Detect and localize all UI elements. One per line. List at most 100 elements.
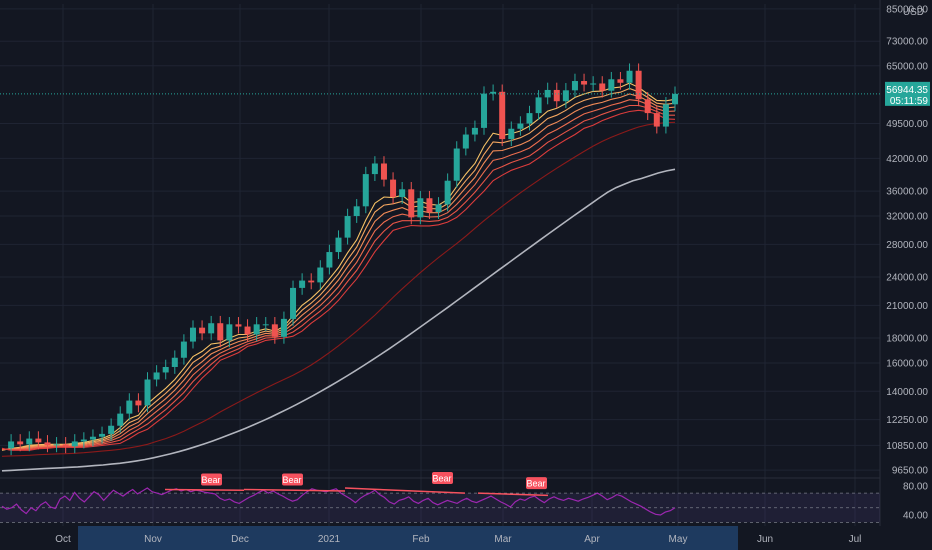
ma-line-1 xyxy=(1,87,676,451)
moving-average-ribbon xyxy=(1,82,676,472)
candle-body xyxy=(380,163,387,180)
candle-body xyxy=(653,113,660,127)
candle-body xyxy=(390,179,397,198)
time-tick-label: May xyxy=(669,534,688,545)
candle-body xyxy=(99,433,106,437)
bear-label-text: Bear xyxy=(526,479,545,489)
price-tick-label: 49500.00 xyxy=(886,119,928,130)
bear-divergence-line xyxy=(344,487,466,494)
bear-divergence-label: Bear xyxy=(526,477,547,490)
price-tick-label: 42000.00 xyxy=(886,154,928,165)
time-tick-label: Feb xyxy=(412,534,430,545)
candle-body xyxy=(362,174,369,207)
candle-body xyxy=(189,327,196,342)
candle-body xyxy=(162,366,169,373)
time-tick-label: Oct xyxy=(55,534,71,545)
candlesticks xyxy=(8,63,678,456)
rsi-pane: Bear Bear Bear Bear xyxy=(0,472,880,523)
candle-body xyxy=(590,83,597,85)
candle-body xyxy=(435,204,442,213)
price-tick-label: 65000.00 xyxy=(886,61,928,72)
price-tick-label: 32000.00 xyxy=(886,212,928,223)
candle-body xyxy=(171,357,178,367)
ma-line-2 xyxy=(1,93,676,451)
candle-body xyxy=(335,237,342,253)
candle-body xyxy=(462,134,469,149)
candle-body xyxy=(153,372,160,380)
currency-label[interactable]: USD xyxy=(903,7,924,18)
candle-body xyxy=(371,163,378,175)
candle-body xyxy=(80,439,87,442)
ma-line-3 xyxy=(1,99,676,451)
candle-body xyxy=(562,90,569,102)
candle-body xyxy=(499,91,506,140)
candle-body xyxy=(235,324,242,327)
candle-body xyxy=(626,70,633,83)
candle-body xyxy=(481,93,488,128)
time-axis[interactable]: Oct Nov Dec 2021 Feb Mar Apr May Jun Jul xyxy=(0,526,932,550)
candle-body xyxy=(581,81,588,85)
candle-body xyxy=(62,444,69,447)
price-tick-label: 73000.00 xyxy=(886,37,928,48)
main-pane xyxy=(0,63,880,472)
candle-body xyxy=(44,442,51,446)
price-tick-label: 21000.00 xyxy=(886,301,928,312)
price-tick-label: 16000.00 xyxy=(886,358,928,369)
candle-body xyxy=(208,323,215,334)
rsi-tick-label: 40.00 xyxy=(903,511,928,522)
price-tick-label: 12250.00 xyxy=(886,415,928,426)
bear-divergence-line xyxy=(164,488,245,491)
price-tick-label: 28000.00 xyxy=(886,240,928,251)
candle-body xyxy=(617,79,624,83)
current-price-value: 56944.35 xyxy=(886,85,928,96)
time-range-highlight xyxy=(78,526,738,550)
candle-body xyxy=(217,323,224,341)
bear-divergence-label: Bear xyxy=(282,473,303,486)
rsi-reference-lines xyxy=(0,492,880,523)
candle-body xyxy=(471,127,478,135)
candle-body xyxy=(353,206,360,217)
candle-body xyxy=(317,267,324,283)
bear-label-text: Bear xyxy=(432,474,451,484)
ma-line-4 xyxy=(1,104,675,451)
candle-body xyxy=(344,216,351,238)
bar-countdown: 05:11:59 xyxy=(890,96,929,107)
candle-body xyxy=(280,318,287,337)
bear-divergence-line xyxy=(243,488,346,492)
candle-body xyxy=(35,438,42,443)
candle-body xyxy=(526,113,533,124)
candle-body xyxy=(226,324,233,341)
rsi-tick-label: 80.00 xyxy=(903,481,928,492)
candle-body xyxy=(135,400,142,406)
candle-body xyxy=(244,326,251,335)
candle-body xyxy=(672,93,678,105)
candle-body xyxy=(262,324,269,326)
bear-label-text: Bear xyxy=(282,475,301,485)
price-tick-label: 9650.00 xyxy=(892,466,929,477)
candle-body xyxy=(126,400,133,414)
candle-body xyxy=(299,280,306,288)
time-tick-label: Jun xyxy=(757,534,773,545)
candle-body xyxy=(426,198,433,213)
candle-body xyxy=(571,81,578,91)
candle-body xyxy=(599,83,606,91)
candle-body xyxy=(508,128,515,140)
candle-body xyxy=(26,438,33,445)
bear-label-text: Bear xyxy=(201,475,220,485)
candle-body xyxy=(399,189,406,198)
candle-body xyxy=(490,91,497,94)
candle-body xyxy=(453,148,460,181)
candle-body xyxy=(535,97,542,114)
candle-body xyxy=(544,89,551,98)
price-axis[interactable]: 85000.00 73000.00 65000.00 49500.00 42000.00… xyxy=(881,0,932,550)
candle-body xyxy=(117,413,124,426)
candle-body xyxy=(180,341,187,358)
time-tick-label: Jul xyxy=(849,534,862,545)
candle-body xyxy=(253,324,260,335)
candle-body xyxy=(308,280,315,283)
candle-body xyxy=(290,287,297,319)
candle-body xyxy=(271,324,278,337)
time-tick-label: Nov xyxy=(144,534,162,545)
